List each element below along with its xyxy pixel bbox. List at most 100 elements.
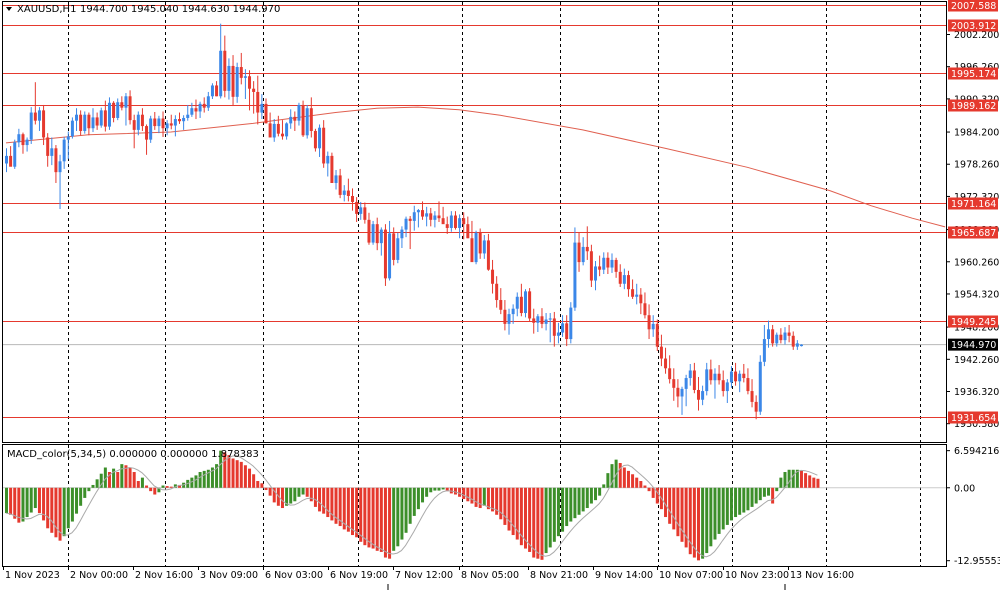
candle-body (215, 85, 219, 97)
candle (425, 206, 429, 227)
candle-body (194, 108, 198, 112)
macd-bar (165, 486, 169, 488)
candle (639, 288, 643, 315)
candle (322, 120, 326, 168)
macd-bar (482, 487, 486, 506)
macd-bar (206, 469, 210, 488)
macd-bar (285, 487, 289, 506)
time-axis[interactable]: 1 Nov 2023 2 Nov 00:00 2 Nov 16:00 3 Nov 09… (3, 566, 855, 590)
candle-body (639, 294, 643, 304)
time-tick-label: 10 Nov 23:00 (725, 570, 789, 581)
candle (153, 112, 157, 130)
candle (186, 104, 190, 121)
candle-body (725, 382, 729, 392)
candle (556, 322, 560, 344)
candle (149, 115, 153, 143)
symbol-label[interactable]: XAUUSD,H1 (17, 4, 76, 15)
price-level-labels: 2007.588 2003.912 1995.174 1989.162 1971.164… (948, 0, 998, 424)
candle (577, 232, 581, 272)
candle-body (9, 155, 13, 167)
macd-bar (25, 487, 29, 518)
candle-body (5, 155, 8, 164)
candle (552, 311, 556, 347)
candle-body (17, 134, 21, 143)
candle-body (107, 102, 111, 127)
candle (565, 315, 569, 347)
candle-body (614, 259, 618, 272)
candle-body (742, 373, 746, 379)
macd-bar (664, 487, 668, 518)
candle (659, 334, 663, 367)
candle (569, 302, 573, 344)
macd-bar (62, 487, 66, 537)
candle (50, 137, 54, 166)
price-level-tag-bg (948, 197, 998, 210)
macd-bar (775, 487, 779, 492)
macd-indicator-label[interactable]: MACD_color(5,34,5) 0.000000 0.000000 1.8… (7, 449, 259, 460)
candle-body (326, 155, 330, 164)
macd-bar (169, 486, 173, 488)
macd-bar (511, 487, 515, 536)
candle (618, 264, 622, 288)
candle-body (425, 213, 429, 217)
candle-body (54, 148, 58, 173)
candle (672, 368, 676, 401)
price-level-label: 2007.588 (951, 1, 996, 12)
macd-bar (408, 487, 412, 524)
candle (775, 332, 779, 347)
candle (491, 259, 495, 294)
macd-bar (190, 477, 194, 488)
candle (606, 252, 610, 275)
candle-body (342, 190, 346, 195)
candle-body (37, 110, 41, 121)
candle-body (618, 271, 622, 284)
candle-body (268, 123, 272, 138)
candle-body (198, 103, 202, 112)
macd-bar (742, 487, 746, 513)
candle-body (149, 118, 153, 140)
price-tick-label: 1978.260 (954, 160, 999, 171)
candle-body (573, 242, 577, 308)
macd-bar (503, 487, 507, 525)
price-level-tag-bg (948, 226, 998, 239)
candle-body (145, 126, 149, 140)
candle (610, 253, 614, 273)
macd-bar (215, 464, 219, 488)
macd-bar (120, 464, 124, 488)
candle-body (136, 114, 140, 130)
macd-bar (598, 487, 602, 496)
candle (260, 94, 264, 120)
candle (363, 202, 367, 224)
moving-average-layer (5, 106, 946, 228)
candle (194, 99, 198, 120)
candle-body (647, 315, 651, 330)
time-tick-label: 2 Nov 16:00 (135, 570, 193, 581)
macd-bar (363, 487, 367, 546)
candle (688, 363, 692, 386)
candle (318, 124, 322, 157)
macd-bar (103, 467, 107, 488)
macd-axis[interactable]: 6.594216 0.00 -12.955534 (946, 446, 1000, 567)
macd-bar (470, 487, 474, 504)
candle (268, 112, 272, 138)
candle (371, 220, 375, 245)
price-tick-label: 1930.380 (954, 419, 999, 430)
candle-body (400, 229, 404, 239)
candle-body (421, 210, 425, 217)
candle-body (680, 388, 684, 397)
macd-bar (692, 487, 696, 558)
macd-bar (581, 487, 585, 512)
candle (536, 314, 540, 332)
dropdown-triangle-icon[interactable] (6, 7, 12, 11)
macd-bar (157, 487, 161, 493)
candle-body (396, 238, 400, 260)
candle-body (412, 212, 416, 221)
candle-body (676, 387, 680, 397)
candle-body (330, 155, 334, 183)
candle-body (309, 108, 313, 131)
macd-bar (326, 487, 330, 518)
candle (326, 151, 330, 177)
candle-body (721, 380, 725, 392)
macd-histogram-layer (5, 450, 820, 561)
candle (396, 232, 400, 264)
